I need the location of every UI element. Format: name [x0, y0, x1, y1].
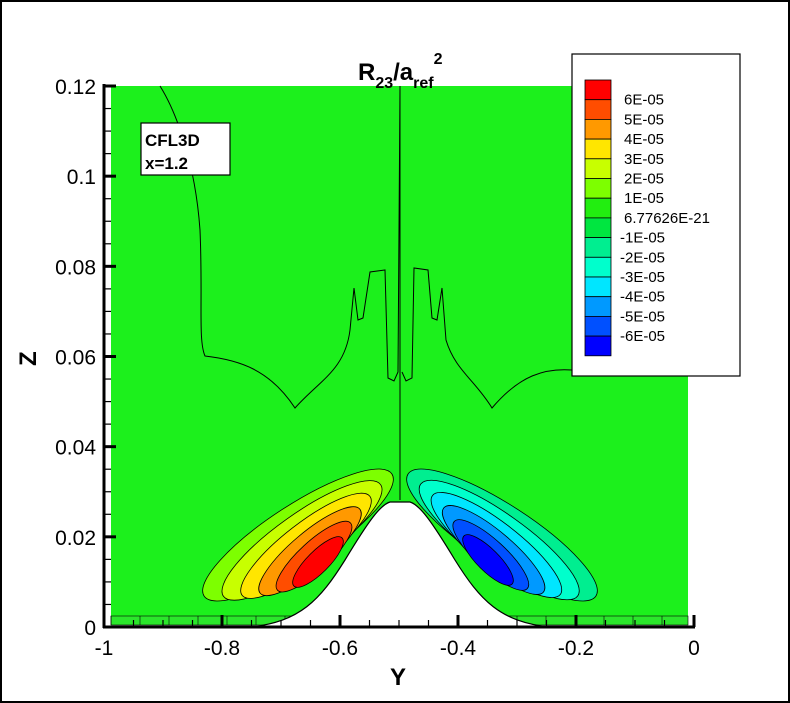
y-tick-label: 0: [84, 617, 96, 640]
negative-lobe-level-5: [462, 534, 514, 586]
legend-label: 2E-05: [624, 171, 664, 188]
legend-swatch: [584, 79, 612, 101]
legend-swatch: [584, 237, 612, 258]
legend-label: -6E-05: [620, 328, 665, 345]
y-tick-label: 0.12: [55, 76, 96, 99]
legend-label: 3E-05: [624, 151, 664, 168]
annotation-station: x=1.2: [145, 154, 188, 173]
y-tick-label: 0.08: [55, 256, 96, 279]
annotation-solver: CFL3D: [145, 131, 200, 150]
zero-contour-right: [399, 86, 573, 500]
x-axis-label: Y: [390, 664, 406, 691]
y-tick-label: 0.06: [55, 347, 96, 370]
legend-swatch: [584, 256, 612, 278]
annotation-box: CFL3D x=1.2: [140, 122, 231, 176]
legend-label: -5E-05: [620, 308, 665, 325]
legend-swatch: [584, 99, 612, 120]
legend-label: 5E-05: [624, 111, 664, 128]
legend-label: -4E-05: [620, 289, 665, 306]
legend-swatch: [584, 315, 612, 337]
legend-label: -1E-05: [620, 230, 665, 247]
legend: 6E-05 5E-05 4E-05 3E-05 2E-05 1E-05 6.77626E-2…: [571, 53, 741, 377]
legend-swatch: [584, 197, 612, 219]
bump-surface: [249, 501, 551, 628]
x-tick-label: -0.8: [204, 637, 240, 660]
legend-swatch: [584, 178, 612, 199]
legend-label: 6E-05: [624, 92, 664, 109]
y-tick-label: 0.02: [55, 527, 96, 550]
y-tick-label: 0.04: [55, 437, 96, 460]
x-tick-label: -1: [95, 637, 114, 660]
legend-label: -2E-05: [620, 249, 665, 266]
y-tick-label: 0.1: [67, 166, 96, 189]
legend-swatch: [584, 335, 612, 357]
legend-swatch: [584, 138, 612, 160]
legend-label: 6.77626E-21: [624, 210, 710, 227]
chart-title: R23/aref2: [358, 51, 443, 92]
legend-swatch: [584, 217, 612, 238]
legend-swatch: [584, 158, 612, 179]
x-tick-label: -0.6: [322, 637, 358, 660]
x-tick-label: -0.4: [440, 637, 477, 660]
legend-label: 4E-05: [624, 131, 664, 148]
legend-label: -3E-05: [620, 269, 665, 286]
positive-lobe-level-5: [292, 536, 344, 588]
y-axis-label: Z: [15, 351, 42, 366]
legend-swatch: [584, 119, 612, 140]
axes: -1 -0.8 -0.6 -0.4 -0.2 0 0 0.02 0.04 0.06 0.08 0.1 0…: [55, 76, 700, 660]
legend-swatch: [584, 276, 612, 298]
legend-swatch: [584, 296, 612, 317]
zero-contour-left: [159, 85, 401, 409]
legend-label: 1E-05: [624, 190, 664, 207]
x-tick-label: 0: [688, 637, 700, 660]
x-tick-label: -0.2: [558, 637, 594, 660]
